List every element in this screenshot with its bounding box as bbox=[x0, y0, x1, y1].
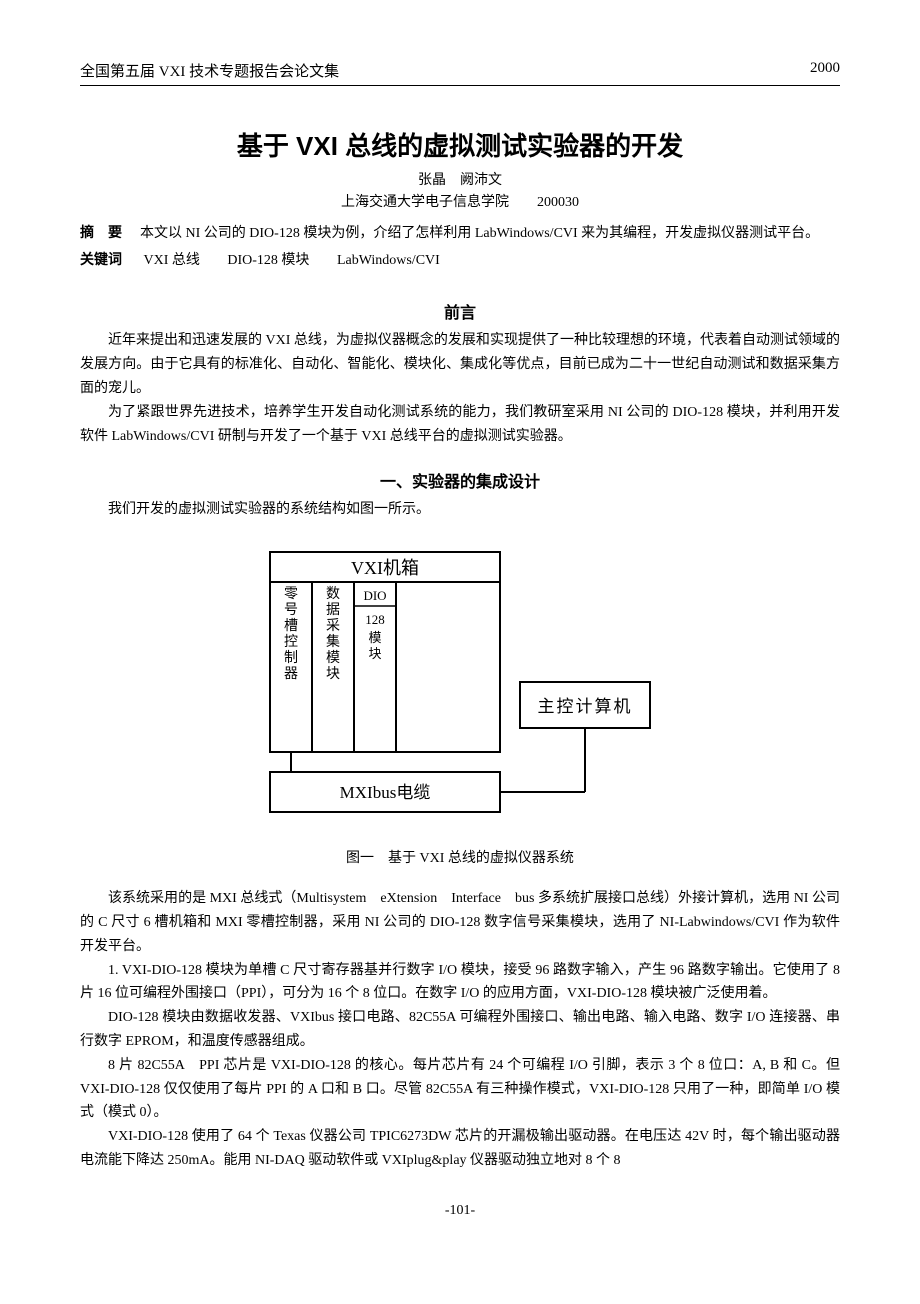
abstract-label: 摘 要 bbox=[80, 224, 122, 240]
paper-page: 全国第五届 VXI 技术专题报告会论文集 2000 基于 VXI 总线的虚拟测试… bbox=[0, 0, 920, 1259]
preface-p1: 近年来提出和迅速发展的 VXI 总线，为虚拟仪器概念的发展和实现提供了一种比较理… bbox=[80, 329, 840, 400]
s1-intro: 我们开发的虚拟测试实验器的系统结构如图一所示。 bbox=[80, 498, 840, 522]
keyword-3: LabWindows/CVI bbox=[337, 253, 440, 268]
figure-1-caption: 图一 基于 VXI 总线的虚拟仪器系统 bbox=[260, 847, 660, 867]
s1-p4: 1. VXI-DIO-128 模块为单槽 C 尺寸寄存器基并行数字 I/O 模块… bbox=[80, 959, 840, 1007]
paper-title: 基于 VXI 总线的虚拟测试实验器的开发 bbox=[80, 126, 840, 163]
s1-p3: 该系统采用的是 MXI 总线式（Multisystem eXtension In… bbox=[80, 887, 840, 958]
keywords: 关键词 VXI 总线 DIO-128 模块 LabWindows/CVI bbox=[80, 249, 840, 269]
host-computer-label: 主控计算机 bbox=[538, 697, 633, 716]
page-header: 全国第五届 VXI 技术专题报告会论文集 2000 bbox=[80, 60, 840, 86]
keyword-2: DIO-128 模块 bbox=[227, 253, 309, 268]
preface-p2: 为了紧跟世界先进技术，培养学生开发自动化测试系统的能力，我们教研室采用 NI 公… bbox=[80, 401, 840, 449]
header-left: 全国第五届 VXI 技术专题报告会论文集 bbox=[80, 60, 339, 81]
vxi-col3-b: 128 bbox=[365, 612, 385, 627]
paper-authors: 张晶 阙沛文 bbox=[80, 169, 840, 189]
vxi-col1-label: 零号槽控制器 bbox=[284, 586, 298, 682]
section-title-1: 一、实验器的集成设计 bbox=[80, 468, 840, 492]
paper-affiliation: 上海交通大学电子信息学院 200030 bbox=[80, 191, 840, 211]
abstract: 摘 要 本文以 NI 公司的 DIO-128 模块为例，介绍了怎样利用 LabWi… bbox=[80, 221, 840, 245]
s1-p5: DIO-128 模块由数据收发器、VXIbus 接口电路、82C55A 可编程外… bbox=[80, 1006, 840, 1054]
figure-1: VXI机箱 零号槽控制器 数据采集模块 DIO 128 模 块 主控计算机 MX… bbox=[260, 542, 660, 867]
page-number: -101- bbox=[80, 1203, 840, 1219]
vxi-col3-a: DIO bbox=[363, 588, 386, 603]
vxi-col3-c1: 模 bbox=[368, 630, 381, 645]
section-title-preface: 前言 bbox=[80, 299, 840, 323]
s1-p7: VXI-DIO-128 使用了 64 个 Texas 仪器公司 TPIC6273… bbox=[80, 1125, 840, 1173]
keywords-label: 关键词 bbox=[80, 251, 122, 267]
keyword-1: VXI 总线 bbox=[144, 253, 200, 268]
cable-label: MXIbus电缆 bbox=[340, 783, 431, 802]
vxi-chassis-label: VXI机箱 bbox=[351, 558, 419, 578]
vxi-col2-label: 数据采集模块 bbox=[326, 586, 340, 682]
s1-p6: 8 片 82C55A PPI 芯片是 VXI-DIO-128 的核心。每片芯片有… bbox=[80, 1054, 840, 1125]
abstract-text: 本文以 NI 公司的 DIO-128 模块为例，介绍了怎样利用 LabWindo… bbox=[140, 226, 819, 241]
header-right: 2000 bbox=[810, 60, 840, 81]
figure-1-svg: VXI机箱 零号槽控制器 数据采集模块 DIO 128 模 块 主控计算机 MX… bbox=[260, 542, 660, 822]
vxi-col3-c2: 块 bbox=[368, 646, 381, 661]
